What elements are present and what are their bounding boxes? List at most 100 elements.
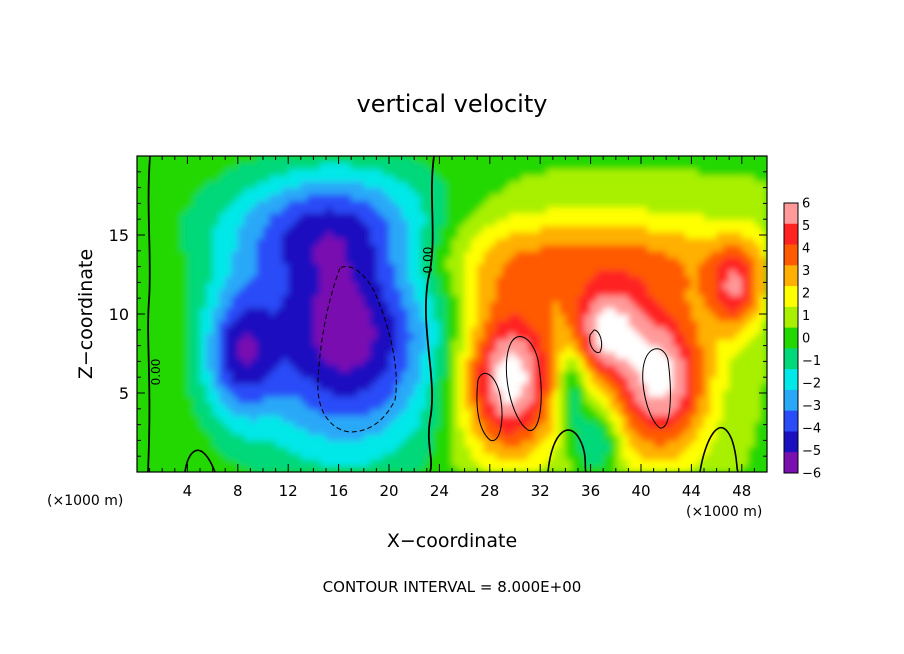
field-cell: [357, 231, 365, 239]
field-cell: [244, 269, 251, 277]
field-cell: [729, 282, 737, 290]
field-cell: [716, 389, 724, 397]
field-cell: [672, 351, 680, 359]
field-cell: [710, 263, 718, 271]
field-cell: [691, 269, 699, 277]
field-cell: [376, 377, 384, 385]
field-cell: [729, 364, 737, 372]
field-cell: [760, 434, 767, 441]
field-cell: [672, 434, 680, 441]
field-cell: [464, 244, 472, 252]
field-cell: [659, 263, 667, 271]
field-cell: [540, 174, 548, 182]
field-cell: [445, 320, 453, 328]
field-cell: [370, 282, 377, 290]
field-cell: [489, 314, 497, 321]
field-cell: [634, 219, 642, 227]
field-cell: [609, 377, 617, 385]
field-cell: [187, 326, 195, 334]
field-cell: [376, 174, 384, 182]
field-cell: [319, 200, 327, 208]
field-cell: [615, 351, 623, 359]
field-cell: [697, 314, 705, 321]
field-cell: [716, 307, 724, 315]
field-cell: [710, 257, 718, 265]
field-cell: [256, 193, 264, 201]
field-cell: [691, 465, 699, 472]
field-cell: [168, 345, 176, 353]
field-cell: [489, 446, 497, 454]
field-cell: [168, 250, 176, 258]
field-cell: [502, 453, 510, 460]
field-cell: [653, 263, 661, 271]
field-cell: [370, 421, 377, 429]
field-cell: [275, 415, 283, 423]
field-cell: [426, 383, 434, 391]
field-cell: [697, 263, 705, 271]
field-cell: [754, 276, 762, 283]
field-cell: [275, 402, 283, 410]
field-cell: [370, 446, 377, 454]
field-cell: [326, 250, 333, 258]
field-cell: [565, 263, 573, 271]
field-cell: [231, 415, 239, 423]
field-cell: [634, 434, 642, 441]
field-cell: [477, 427, 485, 435]
field-cell: [401, 244, 409, 252]
field-cell: [515, 396, 522, 404]
field-cell: [603, 212, 611, 220]
field-cell: [212, 427, 220, 435]
field-cell: [641, 193, 648, 201]
field-cell: [647, 156, 655, 163]
field-cell: [269, 339, 277, 347]
field-cell: [288, 402, 296, 410]
field-cell: [231, 295, 239, 302]
field-cell: [540, 238, 548, 246]
field-cell: [729, 219, 737, 227]
field-cell: [641, 332, 648, 340]
field-cell: [155, 434, 163, 441]
field-cell: [578, 377, 585, 385]
field-cell: [615, 320, 623, 328]
field-cell: [433, 231, 440, 239]
field-cell: [168, 402, 176, 410]
field-cell: [464, 156, 472, 163]
field-cell: [363, 440, 371, 448]
field-cell: [628, 212, 636, 220]
field-cell: [735, 250, 743, 258]
field-cell: [533, 288, 541, 296]
field-cell: [464, 440, 472, 448]
field-cell: [382, 231, 390, 239]
field-cell: [641, 162, 648, 170]
field-cell: [439, 345, 447, 353]
field-cell: [357, 244, 365, 252]
field-cell: [187, 168, 195, 176]
field-cell: [533, 370, 541, 378]
field-cell: [596, 383, 604, 391]
field-cell: [754, 295, 762, 302]
field-cell: [401, 465, 409, 472]
field-cell: [533, 421, 541, 429]
field-cell: [351, 339, 359, 347]
field-cell: [193, 276, 201, 283]
field-cell: [281, 200, 289, 208]
field-cell: [263, 465, 270, 472]
field-cell: [187, 282, 195, 290]
field-cell: [206, 156, 214, 163]
field-cell: [250, 332, 258, 340]
field-cell: [143, 250, 151, 258]
field-cell: [489, 288, 497, 296]
field-cell: [697, 162, 705, 170]
field-cell: [722, 231, 730, 239]
field-cell: [319, 168, 327, 176]
field-cell: [508, 263, 516, 271]
field-cell: [218, 156, 226, 163]
field-cell: [685, 465, 692, 472]
field-cell: [149, 459, 157, 467]
field-cell: [571, 396, 579, 404]
field-cell: [256, 446, 264, 454]
field-cell: [748, 295, 755, 302]
field-cell: [584, 351, 592, 359]
field-cell: [237, 269, 245, 277]
field-cell: [685, 181, 692, 189]
